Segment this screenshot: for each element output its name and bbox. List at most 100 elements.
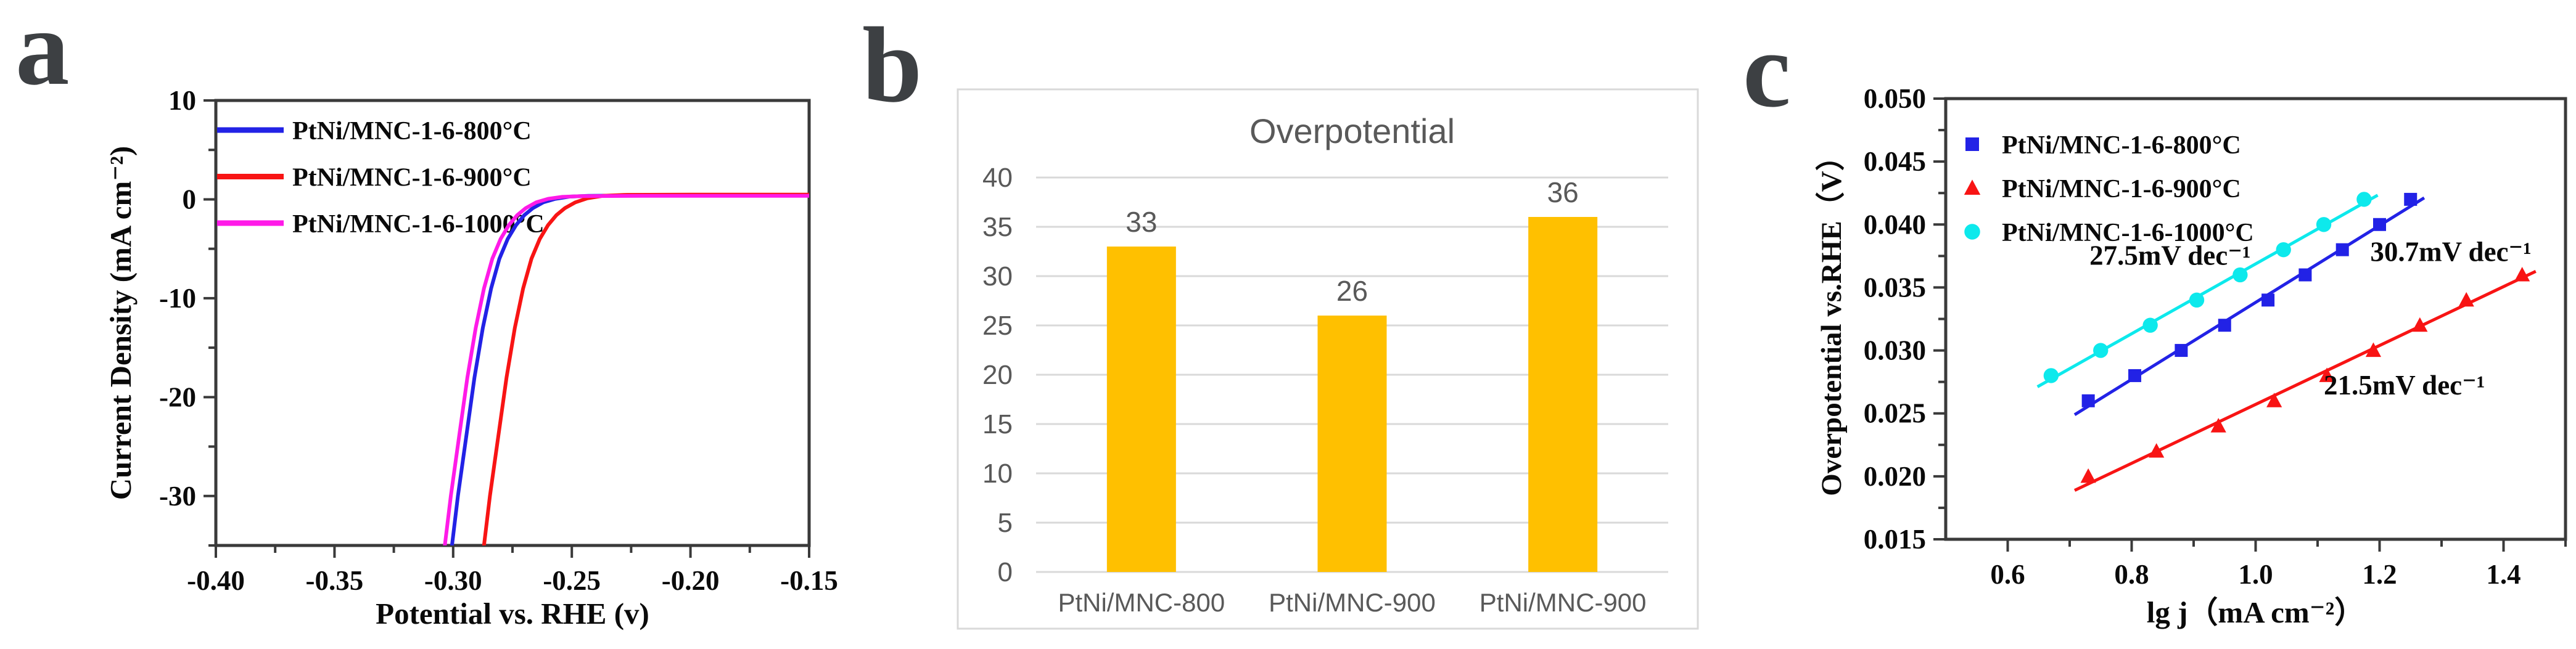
bar-value-label: 36 — [1547, 176, 1579, 208]
marker-triangle — [2266, 393, 2282, 407]
panel-a-chart: -0.40 -0.35 -0.30 -0.25 -0.20 -0.15 10 0 -10 -20 -… — [104, 85, 838, 631]
legend-label: PtNi/MNC-1-6-900°C — [2002, 175, 2241, 203]
marker-circle — [2232, 267, 2248, 283]
marker-square — [2081, 394, 2095, 407]
marker-square — [2261, 293, 2275, 307]
category-label: PtNi/MNC-800 — [1058, 588, 1225, 617]
marker-circle — [2356, 192, 2372, 207]
y-tick-label: 0.045 — [1864, 146, 1926, 177]
y-tick-label: -20 — [159, 382, 196, 412]
x-tick-label: 1.0 — [2238, 559, 2273, 590]
y-tick-label: 20 — [982, 360, 1013, 390]
marker-circle — [2093, 343, 2109, 358]
y-tick-label: 0.030 — [1864, 335, 1926, 366]
marker-triangle — [2365, 342, 2382, 357]
marker-triangle — [2319, 367, 2335, 382]
panel-a-label: a — [15, 0, 70, 107]
series-markers — [2081, 192, 2418, 407]
marker-square — [2175, 344, 2188, 357]
y-tick-label: 0.040 — [1864, 209, 1926, 240]
marker-circle — [2043, 368, 2059, 383]
marker-triangle — [1964, 179, 1981, 195]
bar — [1317, 316, 1387, 572]
series-line — [450, 194, 809, 545]
x-tick-label: -0.20 — [662, 565, 720, 596]
legend-label: PtNi/MNC-1-6-800°C — [292, 117, 532, 145]
x-tick-label: 1.4 — [2486, 559, 2520, 590]
legend-label: PtNi/MNC-1-6-800°C — [2002, 131, 2241, 160]
marker-square — [2298, 268, 2312, 282]
y-tick-label: -30 — [159, 481, 196, 512]
tafel-slope-annotation: 21.5mV dec⁻¹ — [2324, 370, 2485, 401]
x-tick-label: 0.6 — [1990, 559, 2025, 590]
panel-b-chart: Overpotential 0 5 10 15 20 25 30 35 40 33 PtNi/MNC-… — [957, 88, 1699, 630]
series-line — [482, 192, 809, 545]
marker-square — [1965, 137, 1979, 151]
y-axis-title: Overpotential vs.RHE（V） — [1816, 142, 1848, 496]
marker-square — [2218, 319, 2231, 332]
marker-triangle — [2210, 418, 2226, 433]
bar-value-label: 26 — [1336, 275, 1368, 307]
marker-square — [2373, 218, 2386, 231]
marker-circle — [2189, 292, 2205, 308]
y-tick-label: 0 — [183, 184, 197, 214]
legend-label: PtNi/MNC-1-6-900°C — [292, 164, 532, 192]
axis-ticks — [1933, 97, 2567, 552]
x-axis-title: Potential vs. RHE (v) — [376, 597, 649, 631]
x-tick-label: 1.2 — [2362, 559, 2397, 590]
y-tick-label: 35 — [982, 212, 1013, 242]
tafel-slope-annotation: 30.7mV dec⁻¹ — [2370, 237, 2531, 267]
y-tick-label: 0.035 — [1864, 272, 1926, 303]
series-line — [443, 194, 809, 545]
y-tick-label: 15 — [982, 409, 1013, 439]
marker-circle — [1964, 224, 1980, 240]
legend-label: PtNi/MNC-1-6-1000°C — [292, 210, 545, 239]
y-tick-label: -10 — [159, 283, 196, 314]
y-tick-label: 10 — [982, 459, 1013, 489]
marker-circle — [2142, 317, 2158, 333]
x-tick-label: -0.35 — [306, 565, 364, 596]
y-tick-label: 0.025 — [1864, 398, 1926, 429]
marker-circle — [2316, 217, 2332, 232]
x-tick-label: -0.25 — [543, 565, 601, 596]
bar-value-label: 33 — [1125, 206, 1157, 238]
legend-label: PtNi/MNC-1-6-1000°C — [2002, 219, 2254, 247]
tafel-slope-annotation: 27.5mV dec⁻¹ — [2089, 240, 2250, 271]
legend: PtNi/MNC-1-6-800°C PtNi/MNC-1-6-900°C PtNi… — [1964, 131, 2254, 247]
panel-b-label: b — [862, 5, 923, 124]
series-markers — [2043, 192, 2372, 383]
marker-circle — [2276, 242, 2291, 258]
x-axis-title: lg j（mA cm⁻²） — [2147, 595, 2365, 629]
marker-triangle — [2458, 292, 2474, 307]
series-markers — [2080, 266, 2530, 483]
y-tick-label: 25 — [982, 311, 1013, 341]
y-tick-label: 0.050 — [1864, 83, 1926, 114]
marker-triangle — [2149, 443, 2165, 458]
x-tick-label: -0.15 — [780, 565, 838, 596]
series-lines — [443, 192, 809, 545]
x-tick-label: -0.30 — [424, 565, 482, 596]
y-tick-label: 30 — [982, 261, 1013, 292]
bar — [1106, 247, 1176, 572]
marker-square — [2128, 369, 2142, 382]
panel-c-label: c — [1743, 10, 1791, 129]
x-tick-label: 0.8 — [2114, 559, 2149, 590]
y-tick-label: 0.020 — [1864, 461, 1926, 492]
marker-triangle — [2514, 266, 2530, 282]
y-tick-label: 10 — [168, 85, 196, 116]
y-tick-label: 5 — [998, 508, 1013, 538]
panel-c-chart: 0.6 0.8 1.0 1.2 1.4 0.015 0.020 0.025 0.030 0.035… — [1816, 83, 2567, 629]
y-tick-label: 0 — [998, 557, 1013, 587]
legend: PtNi/MNC-1-6-800°C PtNi/MNC-1-6-900°C PtNi… — [217, 117, 545, 239]
marker-square — [2404, 192, 2418, 206]
marker-triangle — [2080, 468, 2096, 483]
marker-triangle — [2412, 317, 2428, 332]
category-label: PtNi/MNC-900 — [1479, 588, 1647, 617]
axis-ticks — [204, 99, 810, 558]
plot-frame — [1944, 97, 2567, 541]
marker-square — [2335, 243, 2349, 256]
y-tick-label: 40 — [982, 163, 1013, 193]
bar — [1528, 217, 1598, 572]
